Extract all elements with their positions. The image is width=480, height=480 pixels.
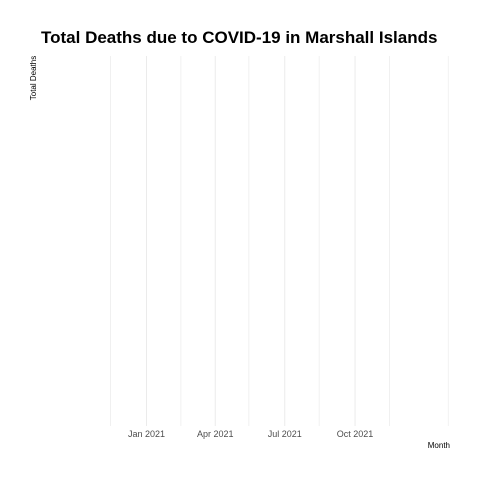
chart-title: Total Deaths due to COVID-19 in Marshall… xyxy=(41,28,437,47)
x-tick-labels: Jan 2021 Apr 2021 Jul 2021 Oct 2021 xyxy=(128,429,373,439)
x-tick-label-2: Jul 2021 xyxy=(268,429,302,439)
x-tick-label-0: Jan 2021 xyxy=(128,429,165,439)
x-axis-label: Month xyxy=(428,441,450,450)
x-tick-label-1: Apr 2021 xyxy=(197,429,234,439)
grid-layer xyxy=(110,56,449,426)
y-axis-label: Total Deaths xyxy=(29,56,38,100)
x-tick-label-3: Oct 2021 xyxy=(337,429,374,439)
